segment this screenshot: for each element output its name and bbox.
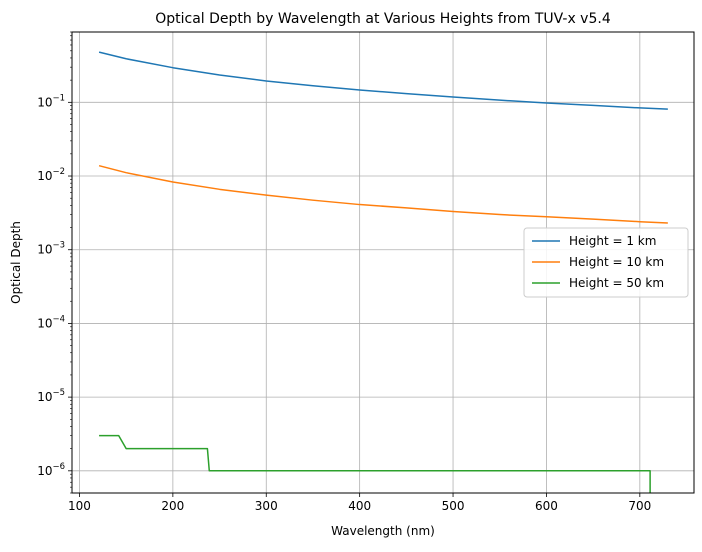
legend-label-3: Height = 50 km (569, 276, 664, 290)
legend-label-2: Height = 10 km (569, 255, 664, 269)
x-axis-label: Wavelength (nm) (331, 524, 435, 538)
series-layer (98, 51, 668, 493)
y-tick-label: 10−4 (37, 314, 65, 330)
x-tick-label: 200 (161, 499, 184, 513)
x-tick-label: 600 (535, 499, 558, 513)
series-line-2 (98, 164, 668, 224)
y-axis-label: Optical Depth (9, 221, 23, 304)
y-tick-label: 10−2 (37, 167, 65, 183)
x-tick-label: 500 (442, 499, 465, 513)
x-tick-label: 100 (68, 499, 91, 513)
y-tick-label: 10−5 (37, 388, 65, 404)
legend-label-1: Height = 1 km (569, 234, 656, 248)
ticks: 100 200 300 400 500 600 700 10−6 10−5 10−4 10−3 10−… (37, 31, 651, 513)
legend: Height = 1 km Height = 10 km Height = 50 k… (523, 227, 689, 298)
x-tick-label: 700 (628, 499, 651, 513)
y-tick-label: 10−6 (37, 462, 65, 478)
x-tick-label: 400 (348, 499, 371, 513)
series-line-3 (99, 434, 651, 493)
y-tick-label: 10−3 (37, 241, 65, 257)
series-line-1 (98, 51, 668, 110)
legend-box (523, 227, 689, 298)
y-tick-label: 10−1 (37, 93, 65, 109)
x-tick-label: 300 (255, 499, 278, 513)
chart-title: Optical Depth by Wavelength at Various H… (155, 11, 611, 27)
plot-frame (71, 31, 695, 494)
